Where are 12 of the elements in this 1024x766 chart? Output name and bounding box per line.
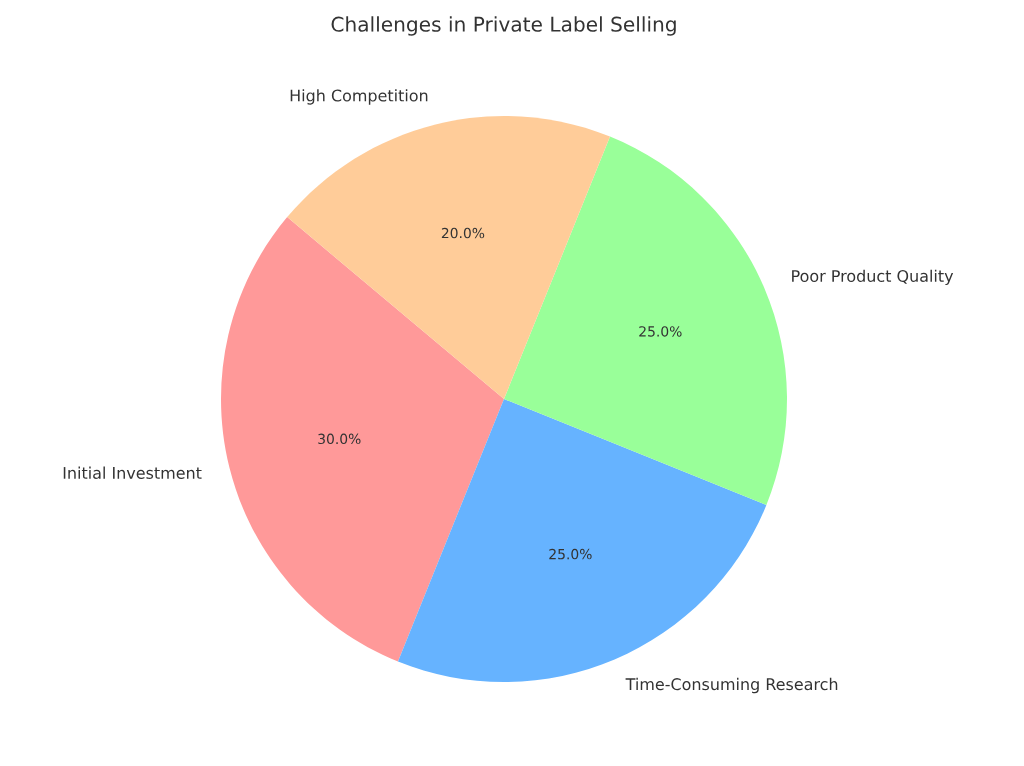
data-label: 30.0% [318,433,361,445]
pie-slice [221,217,504,662]
data-label: 20.0% [441,227,485,239]
pie-slice [504,136,787,506]
data-label: 25.0% [549,548,592,560]
slice-label: Time-Consuming Research [625,677,838,694]
slice-label: High Competition [290,89,428,105]
chart-title: Challenges in Private Label Selling [331,16,676,36]
slice-label: Initial Investment [63,466,202,479]
data-label: 25.0% [639,326,682,337]
pie-slice [287,116,611,399]
slice-label: Poor Product Quality [792,269,954,286]
